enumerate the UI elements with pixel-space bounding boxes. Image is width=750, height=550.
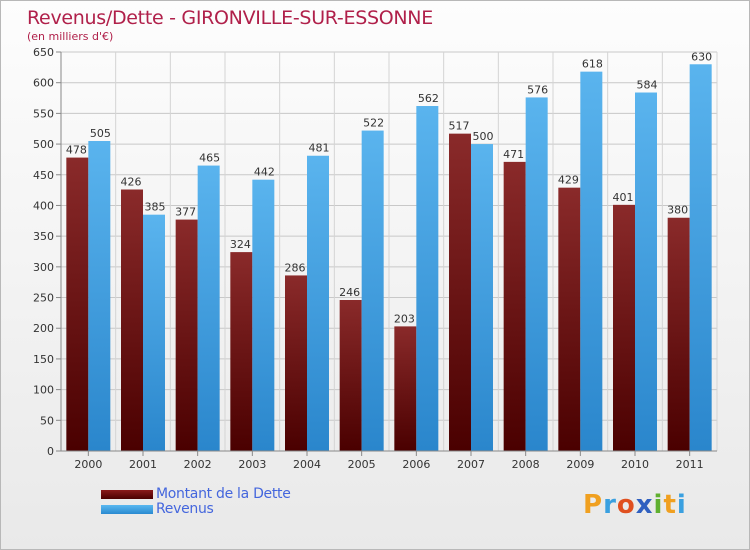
data-label-debt: 471 bbox=[503, 148, 524, 161]
y-tick-label: 250 bbox=[33, 292, 54, 305]
y-tick-label: 50 bbox=[40, 414, 54, 427]
x-tick-label: 2011 bbox=[676, 458, 704, 471]
legend-swatch-debt bbox=[101, 490, 153, 499]
y-tick-label: 350 bbox=[33, 230, 54, 243]
legend-swatch-revenue bbox=[101, 505, 153, 514]
y-tick-label: 400 bbox=[33, 199, 54, 212]
bar-revenue bbox=[635, 92, 657, 451]
data-label-debt: 203 bbox=[394, 312, 415, 325]
data-label-revenue: 576 bbox=[527, 83, 548, 96]
bar-debt bbox=[339, 299, 362, 451]
logo-letter: r bbox=[603, 490, 617, 520]
logo-letter: i bbox=[653, 490, 664, 520]
data-label-revenue: 385 bbox=[145, 201, 166, 214]
bar-debt bbox=[558, 187, 581, 451]
axes: 0 50 100 150 200 250 300 350 400 450 500 550 600 650 2… bbox=[33, 46, 717, 471]
bar-revenue bbox=[307, 155, 329, 452]
x-tick-label: 2004 bbox=[293, 458, 321, 471]
bar-debt bbox=[230, 252, 253, 451]
bar-revenue bbox=[471, 144, 493, 452]
legend-label-debt: Montant de la Dette bbox=[156, 486, 291, 502]
data-label-debt: 380 bbox=[667, 204, 688, 217]
bar-revenue bbox=[361, 130, 384, 451]
x-tick-label: 2002 bbox=[184, 458, 212, 471]
x-tick-label: 2009 bbox=[566, 458, 594, 471]
data-label-debt: 517 bbox=[449, 120, 470, 133]
x-tick-label: 2003 bbox=[238, 458, 266, 471]
bar-revenue bbox=[416, 106, 439, 451]
x-tick-label: 2001 bbox=[129, 458, 157, 471]
legend-label-revenue: Revenus bbox=[156, 501, 214, 517]
x-tick-label: 2008 bbox=[512, 458, 540, 471]
bar-debt bbox=[285, 275, 307, 451]
data-label-revenue: 442 bbox=[254, 166, 275, 179]
y-tick-label: 550 bbox=[33, 107, 54, 120]
bars bbox=[66, 64, 712, 452]
bar-debt bbox=[667, 217, 690, 451]
data-label-debt: 286 bbox=[285, 261, 306, 274]
bar-revenue bbox=[689, 64, 712, 452]
data-label-debt: 401 bbox=[613, 191, 634, 204]
data-label-debt: 426 bbox=[121, 176, 142, 189]
y-tick-label: 300 bbox=[33, 261, 54, 274]
data-label-revenue: 500 bbox=[473, 130, 494, 143]
data-label-debt: 429 bbox=[558, 174, 579, 187]
data-label-revenue: 522 bbox=[363, 117, 384, 130]
bar-debt bbox=[121, 189, 143, 452]
data-label-revenue: 505 bbox=[90, 127, 111, 140]
logo-letter: x bbox=[635, 490, 654, 520]
logo-letter: o bbox=[616, 490, 636, 520]
data-label-revenue: 618 bbox=[582, 58, 603, 71]
chart-title: Revenus/Dette - GIRONVILLE-SUR-ESSONNE bbox=[27, 7, 433, 29]
y-tick-label: 200 bbox=[33, 322, 54, 335]
data-label-debt: 324 bbox=[230, 238, 251, 251]
logo-letter: i bbox=[676, 490, 687, 520]
x-tick-label: 2006 bbox=[402, 458, 430, 471]
x-tick-label: 2005 bbox=[348, 458, 376, 471]
y-tick-label: 150 bbox=[33, 353, 54, 366]
bar-revenue bbox=[580, 71, 603, 452]
bar-debt bbox=[175, 219, 198, 451]
data-label-revenue: 465 bbox=[199, 152, 220, 165]
data-label-revenue: 584 bbox=[637, 79, 658, 92]
bar-revenue bbox=[197, 165, 220, 452]
bar-debt bbox=[394, 326, 417, 451]
bar-revenue bbox=[525, 97, 548, 451]
y-tick-label: 650 bbox=[33, 46, 54, 59]
data-label-debt: 246 bbox=[339, 286, 360, 299]
x-tick-label: 2000 bbox=[74, 458, 102, 471]
data-label-revenue: 481 bbox=[309, 142, 330, 155]
y-tick-label: 600 bbox=[33, 77, 54, 90]
y-tick-label: 450 bbox=[33, 169, 54, 182]
bar-debt bbox=[503, 161, 526, 451]
bar-revenue bbox=[252, 179, 275, 451]
y-tick-label: 0 bbox=[47, 445, 54, 458]
bar-debt bbox=[613, 204, 635, 451]
logo-letter: P bbox=[583, 490, 604, 520]
data-label-revenue: 562 bbox=[418, 92, 439, 105]
proxiti-logo: Proxiti bbox=[583, 490, 687, 520]
data-label-debt: 377 bbox=[175, 206, 196, 219]
y-tick-label: 500 bbox=[33, 138, 54, 151]
chart-subtitle: (en milliers d'€) bbox=[27, 30, 114, 43]
logo-letter: t bbox=[663, 490, 677, 520]
y-tick-label: 100 bbox=[33, 384, 54, 397]
bar-revenue bbox=[88, 141, 111, 451]
x-tick-label: 2010 bbox=[621, 458, 649, 471]
data-label-debt: 478 bbox=[66, 144, 87, 157]
bar-debt bbox=[449, 133, 471, 451]
data-label-revenue: 630 bbox=[691, 50, 712, 63]
bar-debt bbox=[66, 157, 89, 451]
x-tick-label: 2007 bbox=[457, 458, 485, 471]
bar-revenue bbox=[143, 214, 165, 451]
